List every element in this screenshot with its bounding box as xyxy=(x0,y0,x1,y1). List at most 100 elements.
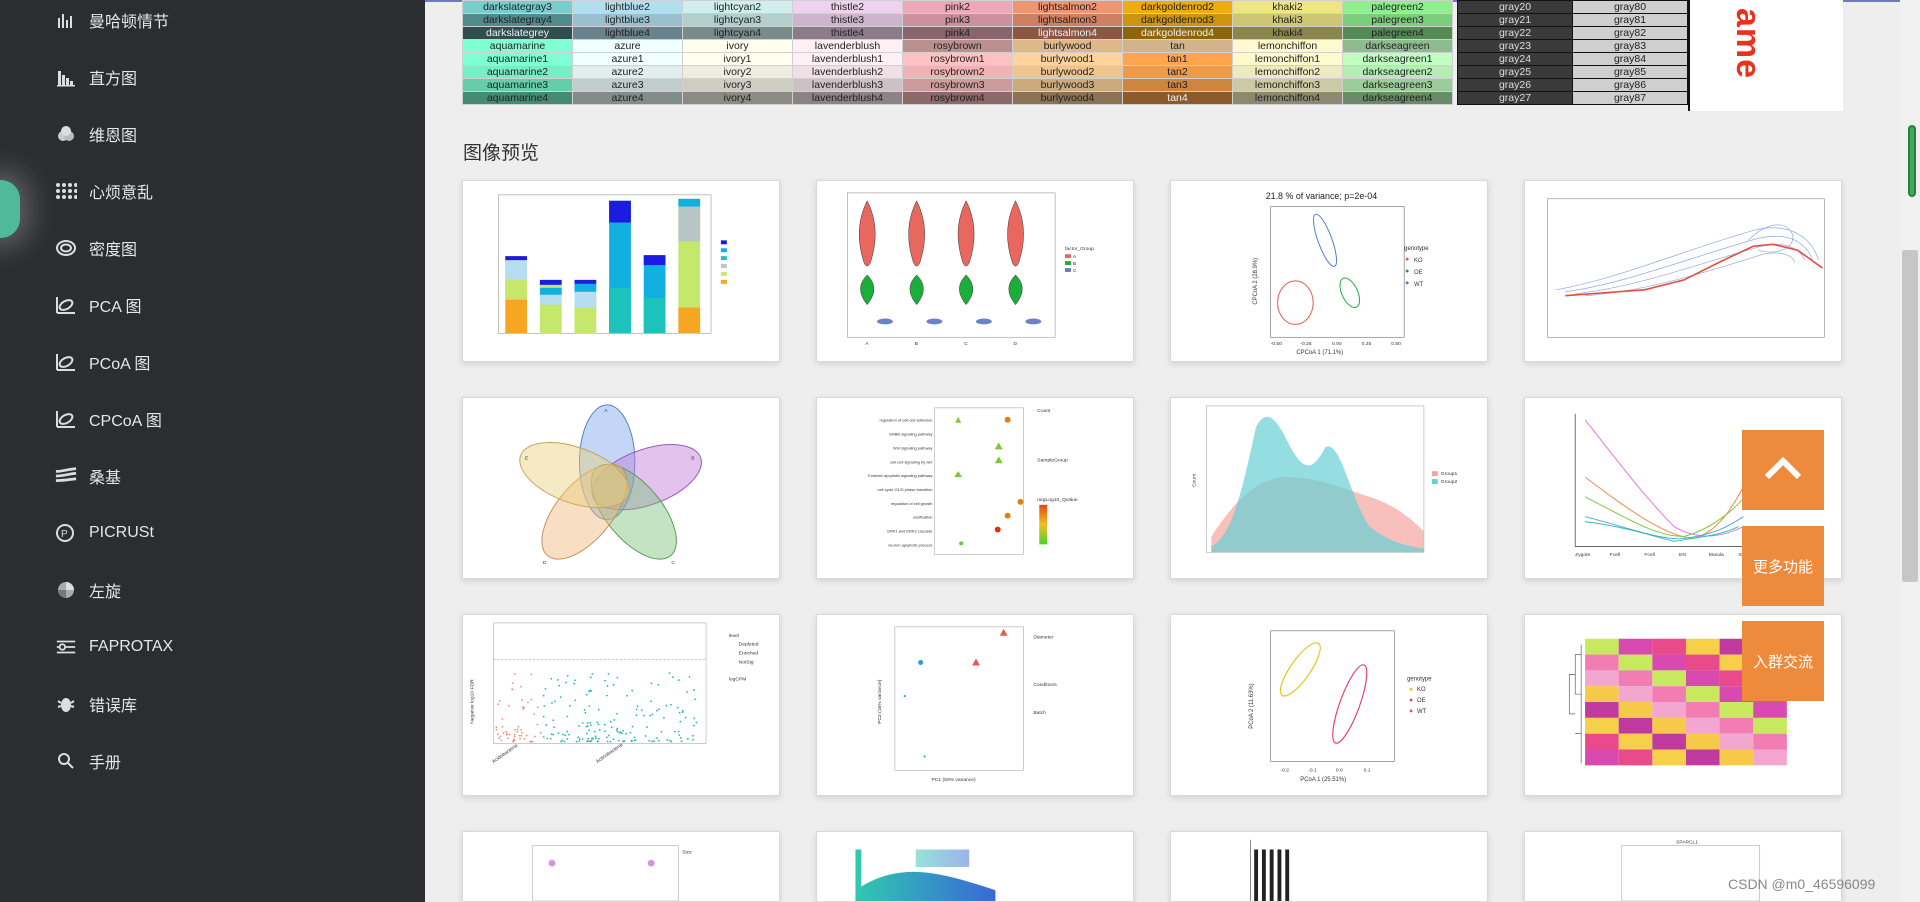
mini-map-indicator[interactable] xyxy=(1908,125,1916,197)
back-to-top-button[interactable] xyxy=(1742,430,1824,510)
color-cell: ivory4 xyxy=(682,91,793,105)
pcoa-thumbnail: genotype KO OE WT PCoA 1 (25.51%) PCoA 2… xyxy=(1249,630,1432,783)
manhattan-point xyxy=(596,740,599,743)
x-tick: B xyxy=(915,341,919,347)
heatmap-cell xyxy=(1719,702,1754,718)
color-cell: burlywood xyxy=(1012,39,1123,53)
color-cell: azure4 xyxy=(572,91,683,105)
manhattan-point xyxy=(613,719,616,721)
manhattan-point xyxy=(588,705,591,707)
manhattan-point xyxy=(634,739,637,742)
manhattan-point xyxy=(585,693,588,696)
manhattan-point xyxy=(663,716,665,719)
legend-title: Diameter xyxy=(1033,635,1053,641)
preview-card-sankey[interactable] xyxy=(816,831,1134,902)
sidebar-item-pcoa[interactable]: PCoA 图 xyxy=(55,342,150,382)
manhattan-point xyxy=(505,730,508,733)
color-cell: rosybrown3 xyxy=(902,78,1013,92)
heatmap-cell xyxy=(1753,717,1787,734)
manhattan-point xyxy=(622,740,624,743)
manhattan-point xyxy=(679,720,682,723)
manhattan-point xyxy=(653,740,655,743)
preview-card-dotplot[interactable]: regulation of cell-cell adhesion ERBB si… xyxy=(816,397,1134,579)
sidebar-item-pca[interactable]: PCA 图 xyxy=(55,285,141,325)
preview-card-density[interactable]: Count Group1 Group2 xyxy=(1170,397,1488,579)
manhattan-point xyxy=(573,682,576,685)
sidebar-item-bugs[interactable]: 错误库 xyxy=(55,684,137,724)
preview-card-venn[interactable]: A B C D E xyxy=(462,397,780,579)
manhattan-point xyxy=(566,730,569,733)
preview-card-cpcoa[interactable]: 21.8 % of variance; p=2e-04 genotype KO … xyxy=(1170,180,1488,362)
sidebar-item-circos[interactable]: 左旋 xyxy=(55,570,121,610)
legend-label: WT xyxy=(1417,709,1427,715)
preview-card-density-line[interactable] xyxy=(1524,180,1842,362)
color-cell: lightblue3 xyxy=(572,13,683,27)
color-cell: darkslategrey xyxy=(462,26,573,40)
manhattan-point xyxy=(686,738,689,740)
manhattan-point xyxy=(511,682,514,685)
x-tick: Zygote xyxy=(1575,552,1590,558)
heatmap-cell xyxy=(1685,717,1720,734)
legend-title: Conditions xyxy=(1033,682,1057,688)
manhattan-point xyxy=(559,696,562,699)
heatmap-cell xyxy=(1685,654,1720,671)
manhattan-point xyxy=(651,713,654,716)
manhattan-point xyxy=(512,739,515,742)
heatmap-cell xyxy=(1685,702,1720,718)
heatmap-cell xyxy=(1618,670,1653,687)
sidebar-item-manual[interactable]: 手册 xyxy=(55,741,121,781)
sidebar-item-faprotax[interactable]: FAPROTAX xyxy=(55,627,173,667)
color-cell: rosybrown4 xyxy=(902,91,1013,105)
manhattan-point xyxy=(552,719,555,722)
sidebar-item-venn[interactable]: 维恩图 xyxy=(55,114,137,154)
manhattan-point xyxy=(588,729,591,732)
join-group-button[interactable]: 入群交流 xyxy=(1742,621,1824,701)
heatmap-cell xyxy=(1719,749,1754,766)
legend-label: Group2 xyxy=(1441,479,1458,485)
sidebar-item-picrust[interactable]: P PICRUSt xyxy=(55,513,154,553)
manhattan-point xyxy=(672,676,674,678)
more-features-button[interactable]: 更多功能 xyxy=(1742,526,1824,606)
preview-card-barcode[interactable] xyxy=(1170,831,1488,902)
color-row: darkslategray3 lightblue2 lightcyan2 thistl… xyxy=(462,0,1453,14)
manhattan-point xyxy=(589,740,592,743)
color-cell: ivory1 xyxy=(682,52,793,66)
preview-card-bubble[interactable]: Size xyxy=(462,831,780,902)
legend-label: KO xyxy=(1414,258,1423,264)
manhattan-point xyxy=(551,702,553,704)
sidebar-item-density[interactable]: 密度图 xyxy=(55,228,137,268)
x-tick: A xyxy=(865,341,869,347)
preview-card-pca[interactable]: PC1 (50% variance) PC2 (16% variance) Di… xyxy=(816,614,1134,796)
preview-card-boxplot[interactable]: SPARCL1 xyxy=(1524,831,1842,902)
sidebar-item-upset[interactable]: 心烦意乱 xyxy=(55,171,153,211)
preview-card-pcoa[interactable]: genotype KO OE WT PCoA 1 (25.51%) PCoA 2… xyxy=(1170,614,1488,796)
sidebar-item-cpcoa[interactable]: CPCoA 图 xyxy=(55,399,162,439)
manhattan-point xyxy=(596,721,599,724)
sidebar-item-manhattan[interactable]: 曼哈顿情节 xyxy=(55,0,169,40)
preview-card-manhattan[interactable]: Negative log10 FDR level Depleted Enrich… xyxy=(462,614,780,796)
gray-cell: gray20 xyxy=(1457,0,1573,14)
color-cell: darkgoldenrod2 xyxy=(1122,0,1233,14)
scrollbar-thumb[interactable] xyxy=(1902,250,1918,582)
preview-card-stacked-bar[interactable] xyxy=(462,180,780,362)
manhattan-thumbnail: Negative log10 FDR level Depleted Enrich… xyxy=(470,622,759,765)
manhattan-point xyxy=(574,699,577,702)
heatmap-cell xyxy=(1652,670,1686,687)
gray-cell: gray83 xyxy=(1572,39,1688,53)
preview-card-violin[interactable]: factor_Group A B C A B C D xyxy=(816,180,1134,362)
manhattan-point xyxy=(521,732,523,734)
manhattan-point xyxy=(629,731,632,734)
manhattan-point xyxy=(567,733,570,736)
manhattan-point xyxy=(542,735,545,738)
x-tick: Actinobacteria xyxy=(595,742,624,765)
color-cell: palegreen2 xyxy=(1342,0,1453,14)
color-cell: burlywood3 xyxy=(1012,78,1123,92)
venn-label: A xyxy=(604,408,608,414)
sidebar-item-histogram[interactable]: 直方图 xyxy=(55,57,137,97)
cpcoa-icon xyxy=(55,408,77,430)
venn-label: D xyxy=(543,560,547,566)
violin-thumbnail: factor_Group A B C A B C D xyxy=(847,192,1094,347)
venn-thumbnail: A B C D E xyxy=(519,404,702,566)
color-cell: lemonchiffon4 xyxy=(1232,91,1343,105)
sidebar-item-sankey[interactable]: 桑基 xyxy=(55,456,121,496)
